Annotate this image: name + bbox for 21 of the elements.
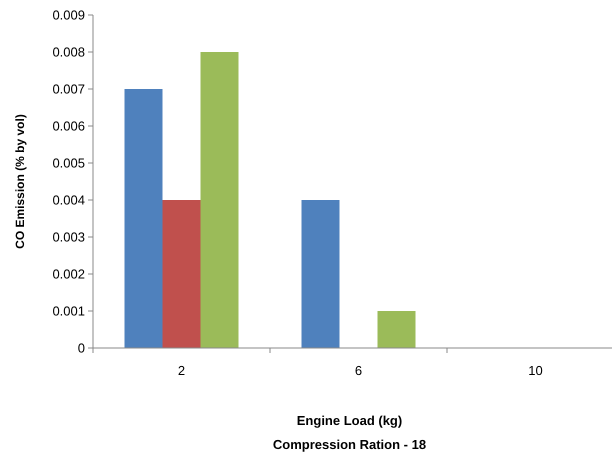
bar bbox=[378, 311, 416, 348]
y-tick-label: 0.004 bbox=[52, 192, 85, 208]
y-tick-label: 0.006 bbox=[52, 118, 85, 134]
y-tick-label: 0 bbox=[78, 340, 85, 356]
bar bbox=[302, 200, 340, 348]
y-tick-label: 0.005 bbox=[52, 156, 85, 171]
x-tick-label: 10 bbox=[528, 363, 543, 378]
y-tick-label: 0.009 bbox=[52, 8, 85, 23]
y-tick-label: 0.008 bbox=[52, 44, 85, 60]
bar bbox=[124, 89, 162, 348]
y-tick-label: 0.007 bbox=[52, 82, 85, 97]
x-tick-label: 6 bbox=[354, 363, 362, 378]
y-axis-title: CO Emission (% by vol) bbox=[13, 114, 27, 249]
bar bbox=[200, 52, 238, 348]
y-tick-label: 0.002 bbox=[52, 266, 85, 282]
y-tick-label: 0.003 bbox=[52, 230, 85, 245]
x-tick-label: 2 bbox=[178, 363, 186, 378]
y-tick-label: 0.001 bbox=[52, 304, 85, 319]
bar bbox=[162, 200, 200, 348]
x-axis-title: Engine Load (kg) bbox=[296, 413, 402, 428]
text: Compression Ration - 18 bbox=[272, 437, 426, 452]
